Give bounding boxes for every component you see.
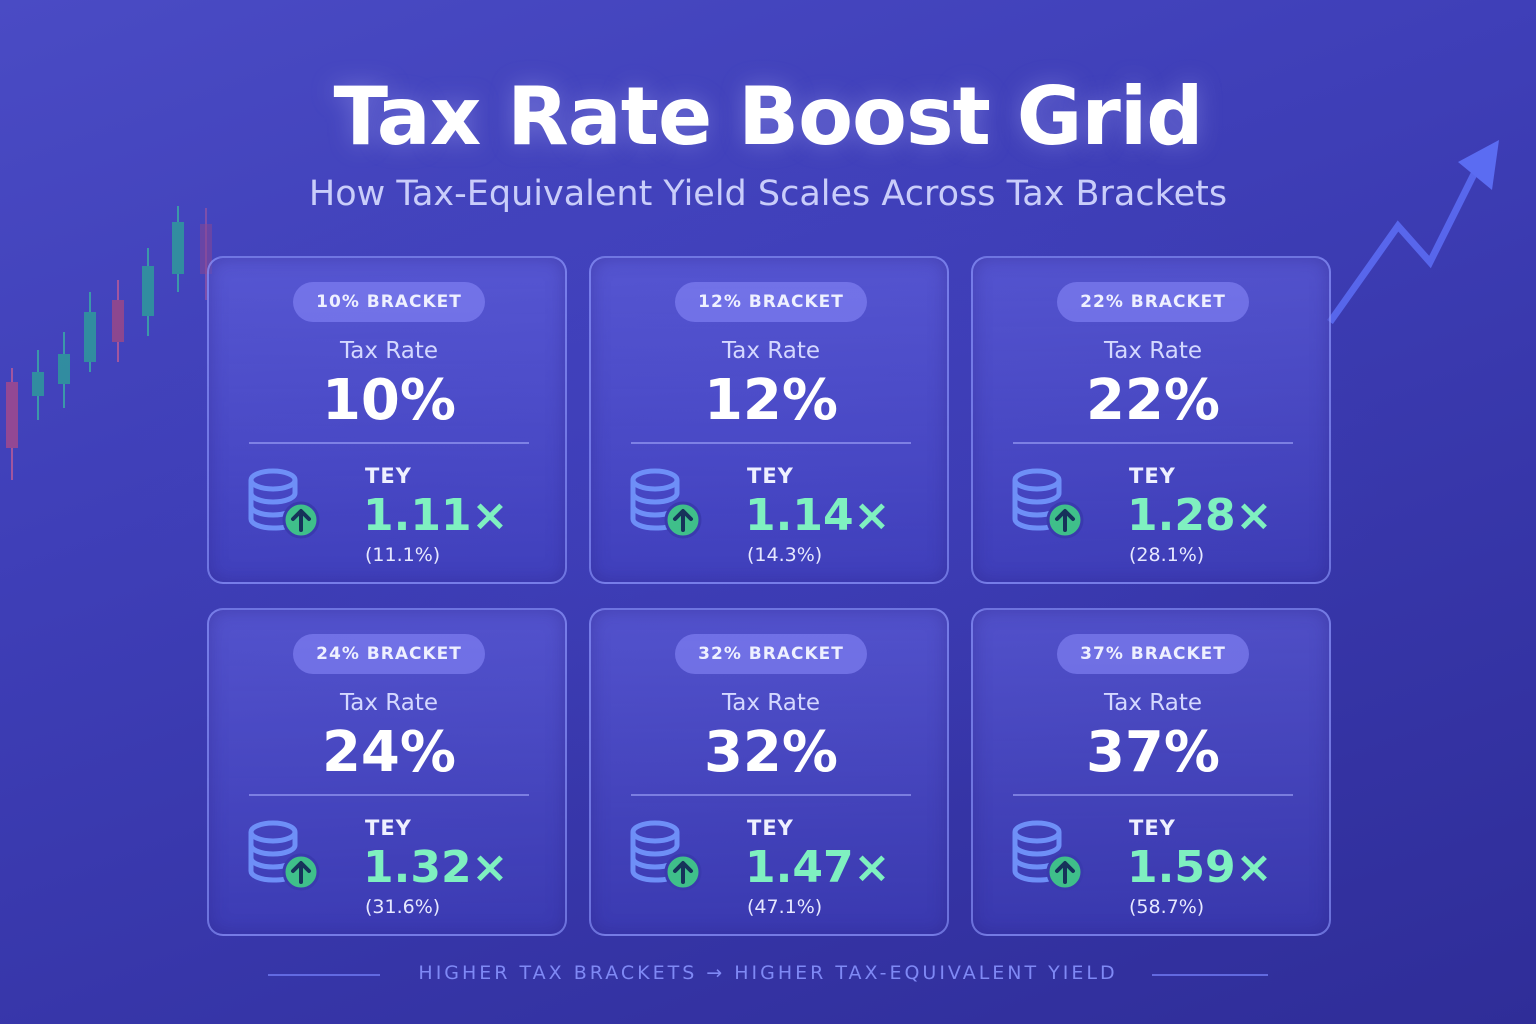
bracket-card-32: 32% BRACKET Tax Rate 32% TEY 1.47× (47.1… (589, 608, 949, 936)
bracket-badge: 10% BRACKET (293, 282, 485, 322)
tey-multiplier: 1.11× (363, 490, 509, 541)
bracket-card-10: 10% BRACKET Tax Rate 10% TEY 1.11× (11.1… (207, 256, 567, 584)
tey-percent: (58.7%) (1129, 896, 1205, 918)
tey-percent: (31.6%) (365, 896, 441, 918)
page-title: Tax Rate Boost Grid (333, 70, 1203, 163)
coin-stack-up-arrow-icon (630, 468, 702, 539)
tax-rate-value: 37% (1085, 720, 1221, 785)
bracket-card-37: 37% BRACKET Tax Rate 37% TEY 1.59× (58.7… (971, 608, 1331, 936)
tey-label: TEY (1129, 816, 1176, 840)
tax-rate-label: Tax Rate (1104, 338, 1202, 364)
footer-caption: HIGHER TAX BRACKETS → HIGHER TAX-EQUIVAL… (418, 962, 1118, 984)
tey-multiplier: 1.28× (1127, 490, 1273, 541)
card-divider (1013, 442, 1293, 444)
tey-multiplier: 1.47× (745, 842, 891, 893)
tax-rate-label: Tax Rate (340, 690, 438, 716)
tey-label: TEY (1129, 464, 1176, 488)
card-divider (631, 442, 911, 444)
tax-rate-value: 10% (321, 368, 457, 433)
footer-line-left (268, 974, 380, 976)
coin-stack-up-arrow-icon (248, 820, 320, 891)
card-divider (249, 794, 529, 796)
tax-rate-value: 32% (703, 720, 839, 785)
tax-rate-label: Tax Rate (722, 338, 820, 364)
tax-rate-value: 24% (321, 720, 457, 785)
tax-rate-label: Tax Rate (340, 338, 438, 364)
bracket-card-24: 24% BRACKET Tax Rate 24% TEY 1.32× (31.6… (207, 608, 567, 936)
coin-stack-up-arrow-icon (1012, 820, 1084, 891)
tax-rate-label: Tax Rate (722, 690, 820, 716)
coin-stack-up-arrow-icon (630, 820, 702, 891)
bracket-badge: 32% BRACKET (675, 634, 867, 674)
bracket-badge: 22% BRACKET (1057, 282, 1249, 322)
card-divider (1013, 794, 1293, 796)
tey-percent: (28.1%) (1129, 544, 1205, 566)
tey-label: TEY (365, 464, 412, 488)
tey-percent: (11.1%) (365, 544, 441, 566)
tey-label: TEY (747, 464, 794, 488)
tey-multiplier: 1.14× (745, 490, 891, 541)
card-divider (249, 442, 529, 444)
tey-label: TEY (365, 816, 412, 840)
bracket-card-22: 22% BRACKET Tax Rate 22% TEY 1.28× (28.1… (971, 256, 1331, 584)
tax-rate-label: Tax Rate (1104, 690, 1202, 716)
tey-percent: (14.3%) (747, 544, 823, 566)
tey-label: TEY (747, 816, 794, 840)
coin-stack-up-arrow-icon (248, 468, 320, 539)
page-subtitle: How Tax-Equivalent Yield Scales Across T… (308, 174, 1228, 214)
footer-line-right (1152, 974, 1268, 976)
coin-stack-up-arrow-icon (1012, 468, 1084, 539)
card-divider (631, 794, 911, 796)
tax-rate-value: 12% (703, 368, 839, 433)
tax-rate-value: 22% (1085, 368, 1221, 433)
bracket-badge: 24% BRACKET (293, 634, 485, 674)
tey-multiplier: 1.59× (1127, 842, 1273, 893)
tey-percent: (47.1%) (747, 896, 823, 918)
bracket-badge: 12% BRACKET (675, 282, 867, 322)
bracket-badge: 37% BRACKET (1057, 634, 1249, 674)
tey-multiplier: 1.32× (363, 842, 509, 893)
bracket-card-12: 12% BRACKET Tax Rate 12% TEY 1.14× (14.3… (589, 256, 949, 584)
